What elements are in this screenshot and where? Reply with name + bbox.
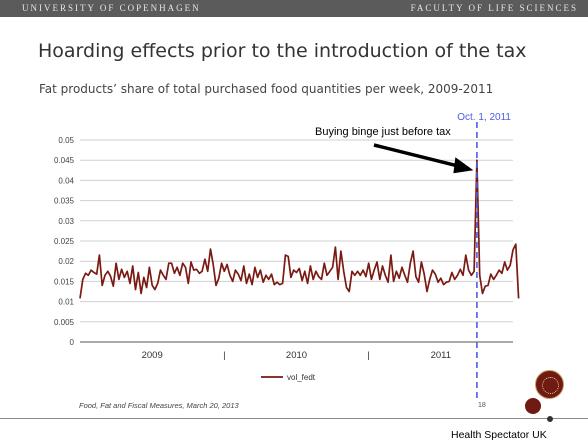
footer-citation: Food, Fat and Fiscal Measures, March 20,… bbox=[79, 401, 239, 410]
decorative-dot-large bbox=[525, 398, 541, 414]
series-line-vol-fedt bbox=[79, 159, 520, 299]
y-tick-label: 0.05 bbox=[58, 136, 74, 145]
image-credit: Health Spectator UK bbox=[451, 429, 547, 441]
faculty-name: FACULTY OF LIFE SCIENCES bbox=[410, 3, 578, 13]
y-tick-label: 0.015 bbox=[54, 277, 75, 286]
x-tick-label: 2011 bbox=[431, 350, 451, 361]
x-tick-label: | bbox=[223, 350, 225, 361]
chart-title: Fat products’ share of total purchased f… bbox=[39, 82, 494, 96]
tax-date-label: Oct. 1, 2011 bbox=[457, 112, 511, 123]
university-seal-logo bbox=[535, 370, 564, 399]
y-tick-label: 0 bbox=[70, 338, 75, 347]
page-number: 18 bbox=[478, 402, 486, 409]
y-tick-label: 0.025 bbox=[54, 237, 75, 246]
y-tick-label: 0.04 bbox=[58, 176, 74, 185]
x-tick-label: 2010 bbox=[286, 350, 307, 361]
y-tick-label: 0.01 bbox=[58, 298, 74, 307]
x-tick-label: | bbox=[367, 350, 369, 361]
annotation-arrow-shaft bbox=[373, 143, 460, 168]
y-tick-label: 0.035 bbox=[54, 197, 75, 206]
footer-rule bbox=[0, 418, 588, 419]
header-bar: UNIVERSITY OF COPENHAGEN FACULTY OF LIFE… bbox=[0, 0, 588, 17]
y-tick-label: 0.02 bbox=[58, 257, 74, 266]
decorative-dot-small bbox=[547, 416, 553, 422]
y-tick-label: 0.045 bbox=[54, 156, 75, 165]
university-name: UNIVERSITY OF COPENHAGEN bbox=[22, 3, 201, 13]
annotation-arrow-head bbox=[453, 157, 474, 174]
y-tick-label: 0.005 bbox=[54, 318, 75, 327]
x-tick-label: 2009 bbox=[142, 350, 163, 361]
legend-label: vol_fedt bbox=[287, 373, 316, 382]
annotation-text: Buying binge just before tax bbox=[315, 126, 451, 138]
y-tick-label: 0.03 bbox=[58, 217, 74, 226]
slide-title: Hoarding effects prior to the introducti… bbox=[38, 40, 527, 62]
